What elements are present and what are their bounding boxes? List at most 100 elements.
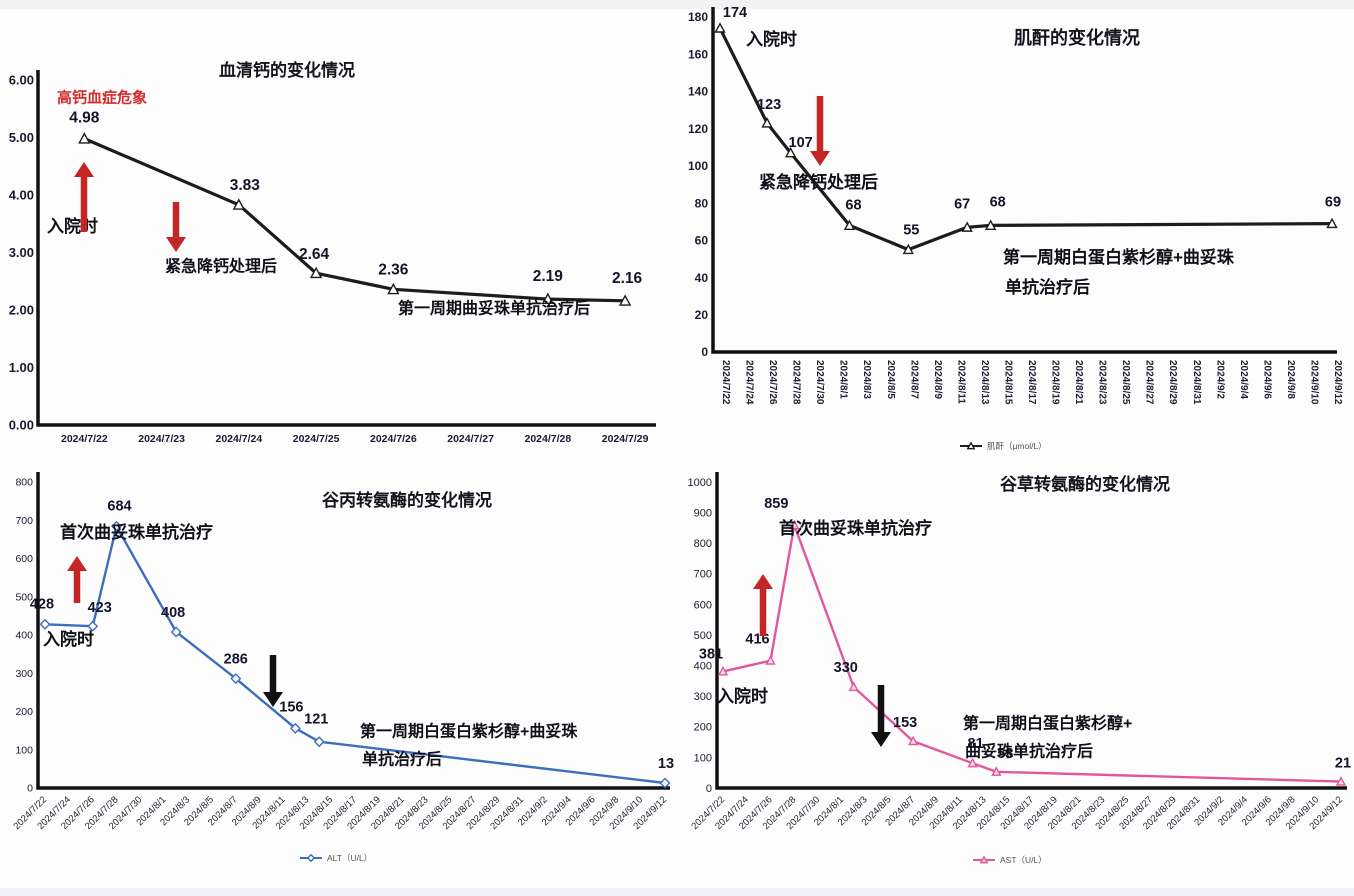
axis-lines — [715, 472, 1347, 790]
data-point-label: 55 — [903, 223, 919, 239]
legend: 肌酐（μmol/L） — [960, 441, 1047, 451]
y-tick-label: 800 — [15, 477, 33, 489]
x-tick-label: 2024/9/8 — [1285, 360, 1296, 399]
legend-label: AST（U/L） — [1000, 855, 1047, 865]
data-point-marker — [313, 736, 325, 748]
x-tick-label: 2024/7/28 — [791, 360, 802, 405]
y-tick-label: 80 — [695, 196, 709, 210]
annotation-text: 首次曲妥珠单抗治疗 — [779, 518, 932, 538]
data-point-marker — [784, 146, 797, 158]
x-tick-label: 2024/8/25 — [1120, 360, 1131, 405]
annotation-text: 紧急降钙处理后 — [759, 172, 878, 192]
y-tick-label: 900 — [694, 507, 712, 519]
data-point-marker — [907, 735, 919, 746]
x-tick-label: 2024/8/15 — [1002, 360, 1013, 405]
data-point-marker — [659, 777, 671, 789]
x-tick-label: 2024/8/29 — [1167, 360, 1178, 405]
data-point-label: 3.83 — [230, 177, 261, 194]
x-tick-label: 2024/8/21 — [1073, 360, 1084, 405]
y-tick-label: 100 — [694, 752, 712, 764]
data-point-marker — [714, 22, 726, 33]
x-tick-label: 2024/9/6 — [1261, 360, 1272, 399]
data-point-marker — [717, 665, 729, 676]
arrow-down-icon — [871, 732, 891, 747]
data-point-label: 2.19 — [533, 268, 564, 285]
data-point-marker — [230, 673, 242, 685]
legend-label: 肌酐（μmol/L） — [987, 441, 1047, 451]
data-point-label: 381 — [699, 646, 723, 662]
x-tick-label: 2024/7/28 — [524, 433, 571, 445]
x-tick-label: 2024/8/9 — [932, 360, 943, 399]
creatinine-chart: 肌酐的变化情况 0 20 40 60 80 100 120 140 160 180 2024/7/22… — [688, 5, 1343, 451]
data-point-label: 330 — [834, 660, 858, 676]
y-tick-label: 60 — [695, 234, 709, 248]
legend: AST（U/L） — [973, 855, 1047, 865]
data-point-label: 174 — [723, 5, 747, 21]
annotation-text: 高钙血症危象 — [57, 88, 147, 106]
x-tick-label: 2024/7/23 — [138, 433, 185, 445]
annotation-text: 第一周期白蛋白紫杉醇+ — [963, 713, 1132, 732]
y-tick-label: 1000 — [688, 477, 712, 489]
x-tick-label: 2024/7/30 — [814, 360, 825, 405]
x-tick-label: 2024/7/22 — [720, 360, 731, 405]
y-tick-label: 100 — [688, 159, 708, 173]
axis-lines — [711, 7, 1337, 354]
data-point-marker — [618, 294, 632, 306]
data-point-marker — [991, 766, 1002, 776]
y-tick-label: 700 — [694, 569, 712, 581]
y-tick-label: 800 — [694, 538, 712, 550]
y-tick-label: 0.00 — [9, 418, 34, 433]
data-point-marker — [87, 620, 99, 632]
x-tick-label: 2024/9/12 — [1332, 360, 1343, 405]
y-tick-label: 300 — [15, 668, 33, 680]
data-point-label: 13 — [658, 756, 674, 772]
page-edge-top — [0, 0, 1354, 9]
x-tick-label: 2024/9/2 — [1214, 360, 1225, 399]
ast-chart: 谷草转氨酶的变化情况 0 100 200 300 400 500 600 700 800 900 10… — [688, 472, 1351, 865]
annotation-text: 入院时 — [717, 686, 768, 706]
data-point-marker — [765, 655, 776, 665]
annotation-text: 第一周期白蛋白紫杉醇+曲妥珠 — [360, 721, 578, 740]
data-point-label: 68 — [990, 194, 1006, 210]
chart-quadrant-creatinine: 肌酐的变化情况 0 20 40 60 80 100 120 140 160 180 2024/7/22… — [677, 0, 1354, 465]
data-point-marker — [309, 266, 323, 279]
chart-title: 谷丙转氨酶的变化情况 — [322, 490, 492, 510]
annotation-text: 入院时 — [47, 216, 98, 236]
y-tick-label: 600 — [694, 599, 712, 611]
data-point-label: 153 — [893, 715, 917, 731]
data-point-label: 107 — [789, 135, 813, 151]
data-point-marker — [39, 618, 51, 630]
arrow-down-icon — [263, 692, 283, 707]
annotation-text: 曲妥珠单抗治疗后 — [965, 741, 1093, 760]
data-point-label: 21 — [1335, 756, 1351, 772]
annotation-text: 第一周期白蛋白紫杉醇+曲妥珠 — [1003, 247, 1235, 267]
y-tick-label: 400 — [694, 660, 712, 672]
data-point-label: 69 — [1325, 195, 1341, 211]
serum-calcium-chart: 血清钙的变化情况 0.00 1.00 2.00 3.00 4.00 5.00 6.00 2024… — [9, 60, 656, 445]
data-point-label: 121 — [304, 712, 328, 728]
legend-label: ALT（U/L） — [327, 853, 372, 863]
chart-quadrant-ast: 谷草转氨酶的变化情况 0 100 200 300 400 500 600 700 800 900 10… — [677, 460, 1354, 896]
data-point-label: 684 — [107, 498, 131, 514]
data-point-marker — [387, 282, 400, 295]
data-point-marker — [843, 219, 856, 230]
y-tick-label: 400 — [15, 630, 33, 642]
data-point-marker — [761, 117, 773, 128]
data-point-label: 67 — [954, 196, 970, 212]
data-point-label: 2.16 — [612, 270, 643, 287]
data-point-label: 428 — [30, 596, 54, 612]
data-point-marker — [289, 722, 301, 734]
x-tick-label: 2024/8/1 — [838, 360, 849, 399]
legend-marker-icon — [966, 441, 976, 450]
chart-title: 肌酐的变化情况 — [1014, 27, 1140, 48]
alt-chart: 谷丙转氨酶的变化情况01002003004005006007008002024/… — [11, 472, 674, 863]
y-tick-label: 200 — [694, 722, 712, 734]
y-tick-label: 40 — [695, 271, 709, 285]
x-tick-label: 2024/7/29 — [602, 433, 649, 445]
chart-title: 血清钙的变化情况 — [219, 60, 355, 80]
arrow-up-icon — [67, 556, 87, 571]
y-tick-label: 5.00 — [9, 130, 34, 145]
y-tick-label: 0 — [706, 783, 712, 795]
x-tick-label: 2024/8/31 — [1191, 360, 1202, 405]
